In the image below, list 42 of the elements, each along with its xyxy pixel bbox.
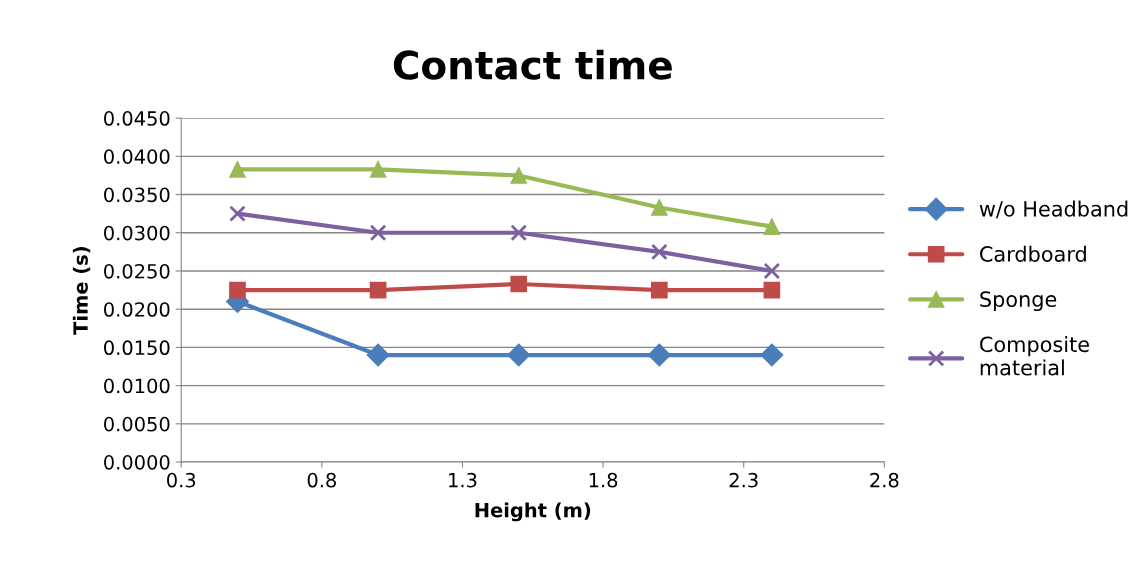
point — [369, 281, 387, 299]
point — [763, 281, 781, 299]
point — [763, 218, 781, 235]
y-tick-label: 0.0100 — [104, 378, 170, 394]
point — [510, 167, 528, 184]
point — [510, 224, 528, 242]
point — [651, 243, 668, 261]
y-tick-label: 0.0050 — [104, 416, 170, 432]
legend-label: Composite material — [980, 336, 1089, 376]
point — [507, 343, 531, 367]
point — [647, 343, 671, 367]
y-axis-title: Time (s) — [72, 247, 91, 335]
point — [510, 275, 528, 293]
y-tick-label: 0.0000 — [104, 455, 170, 470]
y-tick-label: 0.0300 — [104, 225, 170, 241]
x-tick-label: 0.3 — [167, 472, 196, 488]
point — [229, 160, 246, 178]
y-tick-label: 0.0250 — [104, 263, 170, 279]
point — [366, 343, 390, 367]
x-tick-label: 1.8 — [589, 472, 618, 488]
legend-label: w/o Headband — [979, 200, 1128, 219]
point — [229, 281, 246, 299]
x-tick-label: 1.3 — [449, 472, 477, 488]
x-axis-title: Height (m) — [475, 502, 591, 522]
point — [229, 205, 246, 222]
x-tick-label: 2.3 — [729, 472, 758, 488]
legend-label: Sponge — [980, 291, 1057, 312]
y-tick-label: 0.0150 — [104, 340, 170, 356]
x-tick-label: 2.8 — [870, 472, 899, 488]
y-tick-label: 0.0350 — [104, 187, 170, 203]
point — [760, 343, 784, 367]
legend-label: Cardboard — [980, 245, 1086, 262]
point — [651, 199, 668, 216]
y-tick-label: 0.0450 — [104, 111, 170, 126]
y-tick-label: 0.0200 — [104, 302, 170, 317]
y-tick-label: 0.0400 — [104, 149, 170, 164]
point — [763, 262, 781, 280]
x-tick-label: 0.8 — [307, 472, 336, 488]
point — [369, 224, 387, 242]
point — [651, 281, 668, 299]
chart-title: Contact time — [393, 49, 672, 80]
point — [369, 160, 387, 178]
